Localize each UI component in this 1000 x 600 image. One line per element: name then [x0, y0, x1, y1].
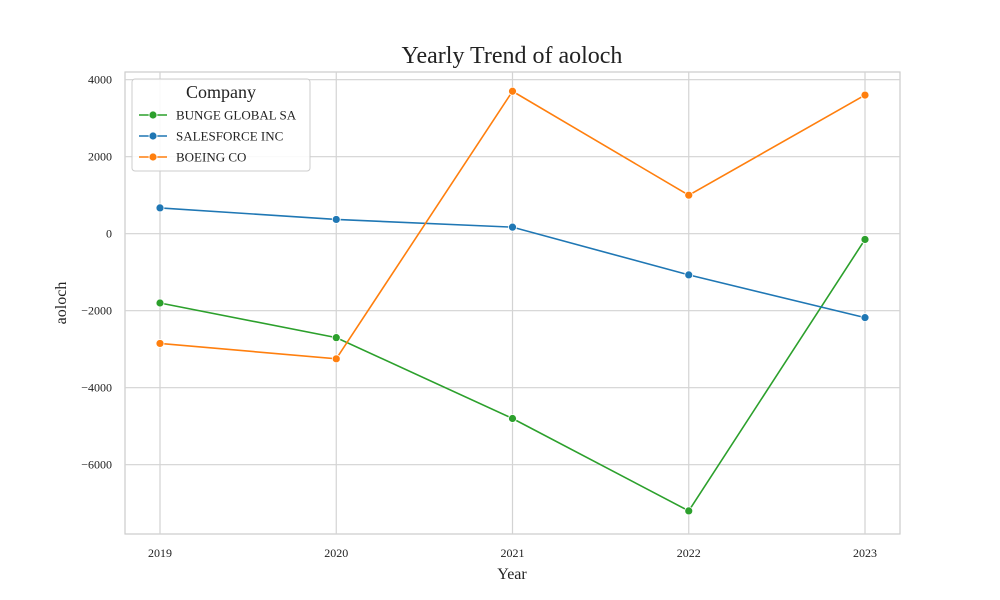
series-layer — [155, 86, 870, 516]
data-point-bunge-global-sa — [331, 333, 341, 343]
x-tick-label: 2023 — [853, 546, 877, 560]
tick-labels: 2019 2020 2021 2022 2023 4000 2000 0 −2000 −4000 −… — [81, 73, 877, 560]
data-point-bunge-global-sa — [508, 414, 517, 423]
y-tick-label: 4000 — [88, 73, 112, 87]
legend: Company BUNGE GLOBAL SA SALESFORCE INC BOE… — [131, 78, 311, 172]
y-tick-label: 2000 — [88, 150, 112, 164]
data-point-salesforce-inc — [155, 203, 165, 213]
x-tick-label: 2021 — [501, 546, 525, 560]
data-point-bunge-global-sa — [155, 298, 165, 308]
data-point-boeing-co — [155, 339, 165, 348]
data-point-salesforce-inc — [331, 215, 341, 224]
data-point-bunge-global-sa — [684, 506, 694, 516]
legend-box — [131, 78, 311, 172]
data-point-boeing-co — [508, 86, 517, 96]
data-point-boeing-co — [331, 354, 341, 364]
y-tick-label: −6000 — [81, 458, 112, 472]
y-tick-label: −2000 — [81, 304, 112, 318]
y-tick-label: −4000 — [81, 381, 112, 395]
legend-marker-bunge-global-sa — [148, 110, 158, 120]
grid — [125, 72, 900, 534]
y-axis-label: aoloch — [53, 282, 70, 325]
legend-marker-boeing-co — [148, 152, 158, 162]
legend-marker-salesforce-inc — [148, 131, 158, 141]
legend-title: Company — [186, 82, 256, 102]
data-point-salesforce-inc — [508, 222, 517, 232]
legend-items: BUNGE GLOBAL SA SALESFORCE INC BOEING CO — [139, 108, 297, 165]
x-axis-label: Year — [497, 566, 527, 583]
chart-title: Yearly Trend of aoloch — [402, 43, 623, 69]
legend-label-salesforce-inc: SALESFORCE INC — [176, 129, 283, 144]
data-point-boeing-co — [684, 190, 694, 200]
x-tick-label: 2022 — [677, 546, 701, 560]
data-point-salesforce-inc — [860, 313, 870, 323]
x-tick-label: 2020 — [324, 546, 348, 560]
data-point-salesforce-inc — [684, 270, 694, 280]
legend-label-bunge-global-sa: BUNGE GLOBAL SA — [176, 108, 297, 123]
y-tick-label: 0 — [106, 227, 112, 241]
data-point-boeing-co — [860, 90, 870, 100]
legend-label-boeing-co: BOEING CO — [176, 150, 246, 165]
data-point-bunge-global-sa — [860, 235, 870, 244]
x-tick-label: 2019 — [148, 546, 172, 560]
